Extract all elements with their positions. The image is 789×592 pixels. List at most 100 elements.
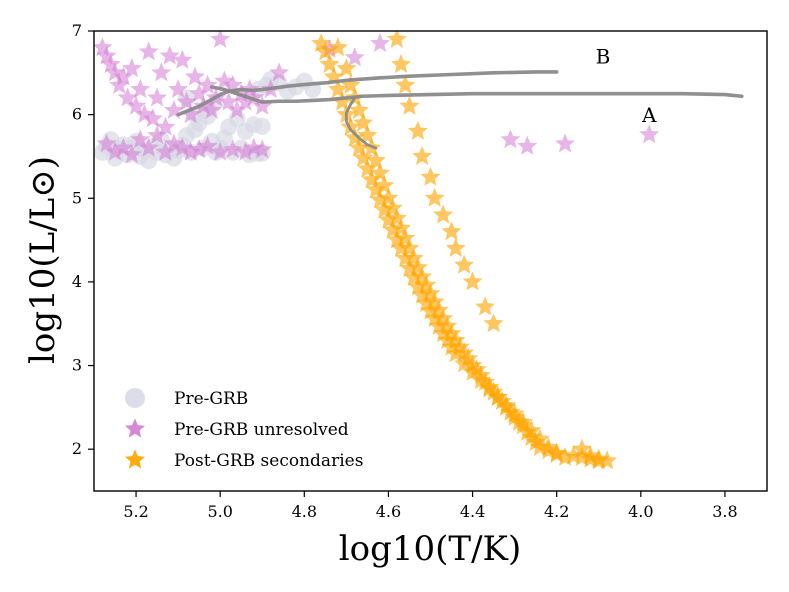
pre-grb-unresolved-point — [100, 53, 121, 73]
pre-grb-unresolved-point — [121, 58, 142, 78]
pre-grb-unresolved-point — [210, 31, 231, 48]
post-grb-secondary-point — [433, 204, 454, 224]
pre-grb-unresolved-point — [151, 62, 172, 82]
pre-grb-unresolved-point — [197, 74, 218, 94]
pre-grb-unresolved-point — [113, 66, 134, 86]
pre-grb-unresolved-point — [235, 141, 256, 161]
post-grb-secondary-point — [327, 37, 348, 57]
pre-grb-unresolved-point — [147, 125, 168, 145]
post-grb-secondary-point — [412, 145, 433, 165]
y-tick-label: 5 — [72, 188, 82, 207]
y-tick-label: 4 — [72, 272, 82, 291]
legend-post-grb-marker — [125, 449, 145, 469]
x-tick-label: 5.2 — [123, 502, 148, 521]
pre-grb-unresolved-point — [184, 66, 205, 86]
post-grb-secondary-point — [340, 74, 361, 94]
y-axis-title: log10(L/L⊙) — [23, 156, 63, 364]
legend-label-1: Pre-GRB unresolved — [174, 420, 349, 440]
y-axis-title-text: log10(L/L⊙) — [23, 156, 63, 364]
post-grb-secondary-point — [365, 150, 386, 170]
pre-grb-unresolved-point — [155, 141, 176, 161]
track-B — [176, 70, 559, 117]
pre-grb-unresolved-point — [201, 99, 222, 119]
plot-frame — [93, 30, 768, 492]
post-grb-secondary-point — [399, 95, 420, 115]
post-grb-secondary-point — [332, 91, 353, 111]
y-tick-label: 3 — [72, 356, 82, 375]
pre-grb-unresolved-point — [163, 133, 184, 153]
track-A — [209, 85, 744, 104]
pre-grb-unresolved-point — [252, 139, 273, 159]
pre-grb-unresolved-point — [555, 133, 576, 153]
post-grb-secondary-point — [462, 271, 483, 291]
pre-grb-unresolved-point — [231, 83, 252, 103]
pre-grb-unresolved-point — [218, 91, 239, 111]
pre-grb-unresolved-point — [222, 74, 243, 94]
legend-pre-grb-unresolved-marker — [125, 418, 145, 438]
pre-grb-unresolved-point — [117, 87, 138, 107]
pre-grb-unresolved-point — [163, 99, 184, 119]
pre-grb-unresolved-point — [113, 137, 134, 157]
y-tick-label: 2 — [72, 439, 82, 458]
pre-grb-unresolved-point — [121, 144, 142, 164]
post-grb-secondary-point — [391, 53, 412, 73]
pre-grb-unresolved-point — [130, 129, 151, 149]
axis-layer: 5.2 5.0 4.8 4.6 4.4 4.2 4.0 3.8 2 3 4 5 6 7 — [72, 21, 768, 521]
x-tick-label: 4.6 — [376, 502, 401, 521]
pre-grb-unresolved-point — [96, 133, 117, 153]
pre-grb-unresolved-point — [172, 137, 193, 157]
pre-grb-unresolved-point — [180, 141, 201, 161]
post-grb-secondary-point — [546, 443, 567, 463]
pre-grb-unresolved-point — [370, 33, 391, 53]
legend-label-2: Post-GRB secondaries — [174, 451, 363, 471]
track-hook — [344, 96, 378, 150]
x-tick-label: 4.8 — [292, 502, 317, 521]
pre-grb-unresolved-point — [138, 41, 159, 61]
pre-grb-unresolved-point — [94, 37, 113, 57]
post-grb-secondary-point — [454, 254, 475, 274]
pre-grb-unresolved-point — [344, 47, 365, 67]
pre-grb-unresolved-point — [105, 141, 126, 161]
legend-label-0: Pre-GRB — [174, 389, 248, 409]
x-axis-title: log10(T/K) — [339, 529, 521, 569]
post-grb-secondary-point — [395, 74, 416, 94]
x-tick-label: 5.0 — [207, 502, 232, 521]
pre-grb-unresolved-point — [109, 74, 130, 94]
post-grb-secondary-point — [336, 58, 357, 78]
post-grb-secondary-point — [588, 450, 609, 470]
pre-grb-unresolved-point — [189, 139, 210, 159]
pre-grb-unresolved-point — [142, 108, 163, 128]
post-grb-secondary-point — [319, 53, 340, 73]
pre-grb-unresolved-point — [252, 95, 273, 115]
scatter-points — [94, 31, 660, 470]
pre-grb-unresolved-point — [227, 99, 247, 119]
post-grb-secondary-point — [327, 79, 348, 99]
post-grb-secondary-point — [424, 187, 445, 207]
pre-grb-unresolved-point — [168, 79, 189, 99]
post-grb-secondary-point — [374, 175, 395, 195]
y-tick-label: 7 — [72, 21, 82, 40]
pre-grb-unresolved-point — [235, 91, 256, 111]
svg-text:log10(T/K): log10(T/K) — [339, 529, 521, 569]
post-grb-secondary-point — [349, 99, 369, 119]
post-grb-secondary-point — [420, 166, 441, 186]
pre-grb-unresolved-point — [500, 129, 521, 149]
post-grb-secondary-point — [483, 313, 504, 333]
x-tick-label: 3.8 — [712, 502, 737, 521]
pre-grb-unresolved-point — [180, 104, 201, 124]
evolution-tracks — [176, 70, 744, 150]
pre-grb-point — [253, 117, 271, 135]
pre-grb-unresolved-point — [210, 141, 231, 161]
pre-grb-unresolved-point — [147, 87, 168, 107]
annotation-a: A — [641, 103, 657, 127]
pre-grb-unresolved-point — [197, 135, 218, 155]
pre-grb-unresolved-point — [134, 104, 155, 124]
pre-grb-unresolved-point — [126, 95, 147, 115]
post-grb-secondary-point — [353, 112, 374, 132]
y-tick-label: 6 — [72, 105, 82, 124]
plot-layer: BA — [94, 31, 744, 470]
x-axis-title-text: log10(T/K) — [339, 529, 521, 569]
pre-grb-unresolved-point — [105, 62, 126, 82]
pre-grb-unresolved-point — [214, 70, 235, 90]
